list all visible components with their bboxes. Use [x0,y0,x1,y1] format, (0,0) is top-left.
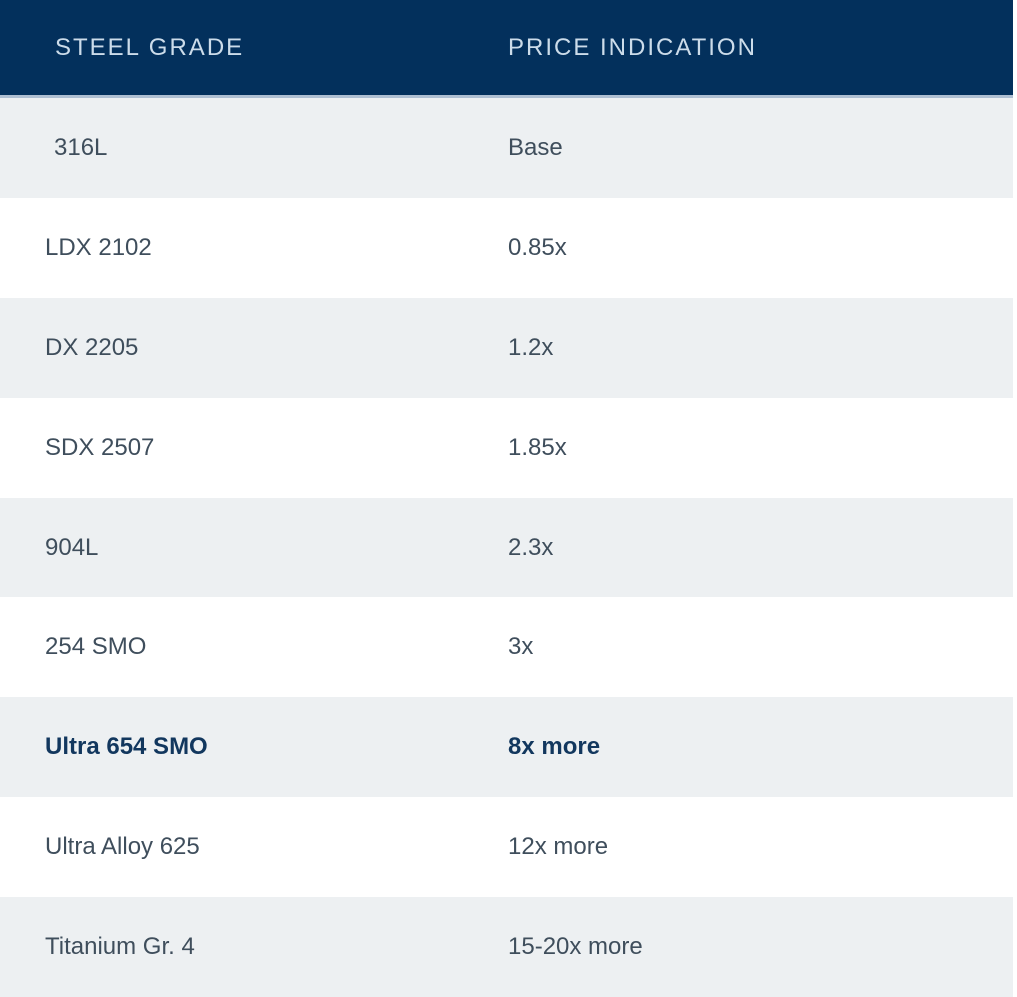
table-row: DX 2205 1.2x [0,297,1013,398]
price-cell: 3x [508,633,534,661]
price-cell: 8x more [508,733,601,761]
grade-cell: SDX 2507 [45,433,155,461]
column-header-price-indication: PRICE INDICATION [508,33,757,61]
column-header-steel-grade: STEEL GRADE [55,33,245,61]
price-cell: 15-20x more [508,933,643,961]
grade-cell: Ultra Alloy 625 [45,833,200,861]
table-row: 904L 2.3x [0,497,1013,598]
table-row-emphasized: Ultra 654 SMO 8x more [0,697,1013,798]
grade-cell: DX 2205 [45,333,139,361]
grade-cell: 316L [54,133,108,161]
price-cell: Base [508,133,563,161]
price-cell: 1.2x [508,333,554,361]
price-cell: 0.85x [508,233,567,261]
price-cell: 2.3x [508,533,554,561]
grade-cell: 254 SMO [45,633,147,661]
table-row: Ultra Alloy 625 12x more [0,797,1013,898]
table-row: SDX 2507 1.85x [0,397,1013,498]
grade-cell: Titanium Gr. 4 [45,933,195,961]
grade-cell: 904L [45,533,99,561]
table-row: 254 SMO 3x [0,597,1013,698]
price-cell: 12x more [508,833,609,861]
grade-cell: Ultra 654 SMO [45,733,208,761]
table-header-row: STEEL GRADE PRICE INDICATION [0,0,1013,98]
table-row: Titanium Gr. 4 15-20x more [0,897,1013,997]
price-cell: 1.85x [508,433,567,461]
table-row: LDX 2102 0.85x [0,197,1013,298]
table-row: 316L Base [0,98,1013,198]
grade-cell: LDX 2102 [45,233,152,261]
